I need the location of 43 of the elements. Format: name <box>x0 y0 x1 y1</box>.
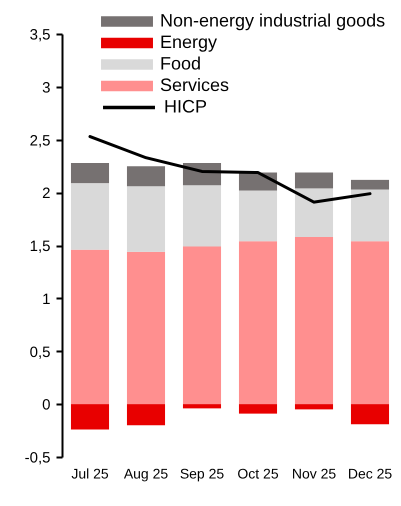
bar <box>126 404 166 426</box>
y-tick-label: 0 <box>42 396 50 414</box>
legend-label: HICP <box>164 96 208 116</box>
legend-label: Services <box>160 75 230 95</box>
bar <box>350 189 390 242</box>
x-tick-label: Jul 25 <box>71 466 109 482</box>
bar <box>182 185 222 247</box>
bar <box>238 190 278 242</box>
x-tick-label: Dec 25 <box>348 466 392 482</box>
y-tick-label: 3 <box>42 79 50 96</box>
y-tick-label: 1 <box>42 290 50 308</box>
x-tick-label: Oct 25 <box>237 466 279 482</box>
y-tick-label: -0,5 <box>24 450 50 466</box>
bar <box>238 404 278 414</box>
bar <box>350 180 390 190</box>
x-tick-label: Aug 25 <box>124 466 168 482</box>
bar <box>182 404 222 408</box>
bar <box>294 188 334 238</box>
y-tick-label: 2 <box>42 185 50 202</box>
bar <box>350 241 390 404</box>
x-tick-label: Sep 25 <box>180 466 224 482</box>
y-tick-label: 1,5 <box>30 238 50 255</box>
bar <box>70 250 110 404</box>
bar <box>238 241 278 404</box>
bar <box>70 183 110 250</box>
bar <box>126 186 166 252</box>
bar <box>182 246 222 404</box>
bar <box>70 404 110 430</box>
x-tick-label: Nov 25 <box>292 466 336 482</box>
y-tick-label: 3,5 <box>30 26 50 44</box>
bar <box>70 163 110 184</box>
bar <box>294 172 334 188</box>
bar <box>126 252 166 404</box>
legend-label: Energy <box>160 32 218 52</box>
bar <box>294 237 334 404</box>
bar <box>126 166 166 186</box>
bar <box>294 404 334 410</box>
legend-label: Non-energy industrial goods <box>160 10 386 30</box>
bar <box>350 404 390 424</box>
line-series <box>88 135 372 204</box>
y-tick-label: 0,5 <box>30 344 50 361</box>
legend-label: Food <box>160 54 202 74</box>
y-tick-label: 2,5 <box>30 132 50 150</box>
